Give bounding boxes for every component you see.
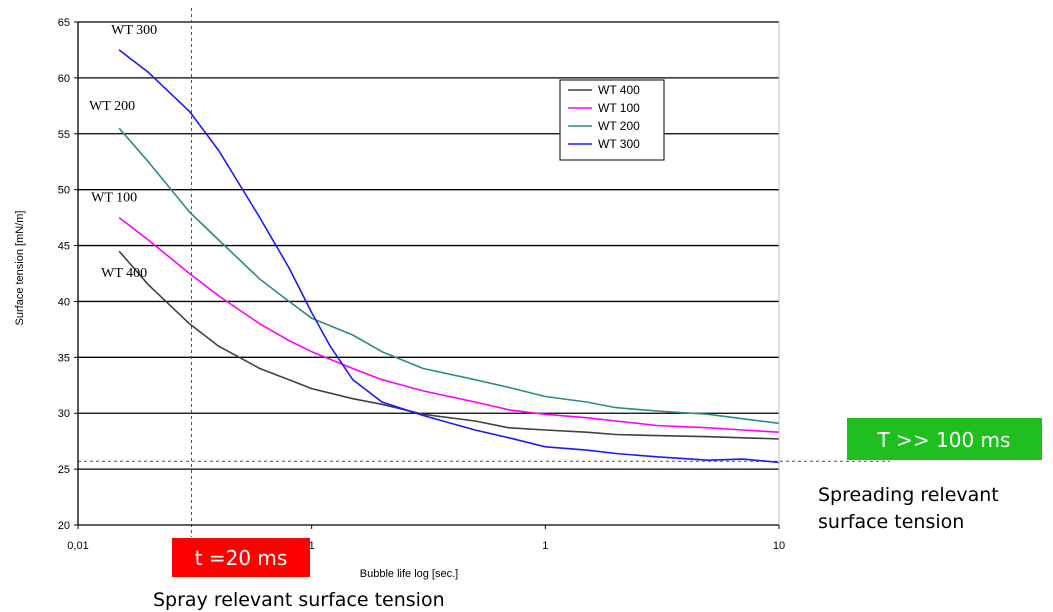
x-tick-label: 10 (773, 540, 785, 552)
y-tick-label: 45 (58, 241, 70, 253)
legend: WT 400 WT 100 WT 200 WT 300 (559, 79, 665, 161)
series-line-wt-100 (118, 216, 780, 433)
reference-lines (78, 8, 890, 537)
y-tick-label: 60 (58, 73, 70, 85)
t100-box (847, 418, 1042, 460)
series-line-wt-200 (118, 127, 780, 425)
series-label-wt-100: WT 100 (91, 191, 137, 206)
legend-entry: WT 400 (598, 83, 640, 97)
spreading-annotation-line1: Spreading relevant (818, 484, 999, 506)
legend-entry: WT 100 (598, 101, 640, 115)
series-label-wt-400: WT 400 (101, 266, 147, 281)
y-tick-label: 40 (58, 296, 70, 308)
y-tick-label: 30 (58, 408, 70, 420)
y-tick-label: 65 (58, 17, 70, 29)
y-tick-label: 35 (58, 352, 70, 364)
x-tick-label: 1 (309, 540, 315, 552)
y-tick-label: 20 (58, 520, 70, 532)
x-tick-label: 1 (542, 540, 548, 552)
spreading-annotation-line2: surface tension (818, 511, 964, 533)
series-line-wt-400 (118, 250, 780, 440)
series-lines (118, 49, 780, 464)
legend-entry: WT 300 (598, 137, 640, 151)
y-axis-label: Surface tension [mN/m] (14, 211, 26, 326)
y-tick-label: 55 (58, 129, 70, 141)
legend-box (559, 79, 665, 161)
y-tick-label: 25 (58, 464, 70, 476)
legend-entry: WT 200 (598, 119, 640, 133)
t20-box (172, 538, 310, 577)
gridlines (78, 21, 779, 470)
series-labels: WT 400 WT 100 WT 200 WT 300 (89, 23, 157, 281)
tick-labels: 20 25 30 35 40 45 50 55 60 65 0,01 1 1 10 (58, 17, 785, 552)
series-label-wt-200: WT 200 (89, 99, 135, 114)
series-label-wt-300: WT 300 (111, 23, 157, 38)
t100-text: T >> 100 ms (877, 428, 1011, 452)
axes (74, 21, 780, 529)
series-line-wt-300 (118, 49, 780, 464)
x-axis-label: Bubble life log [sec.] (360, 568, 458, 580)
t20-text: t =20 ms (195, 546, 288, 570)
x-tick-label: 0,01 (67, 540, 88, 552)
y-tick-label: 50 (58, 185, 70, 197)
spray-annotation: Spray relevant surface tension (153, 589, 445, 611)
